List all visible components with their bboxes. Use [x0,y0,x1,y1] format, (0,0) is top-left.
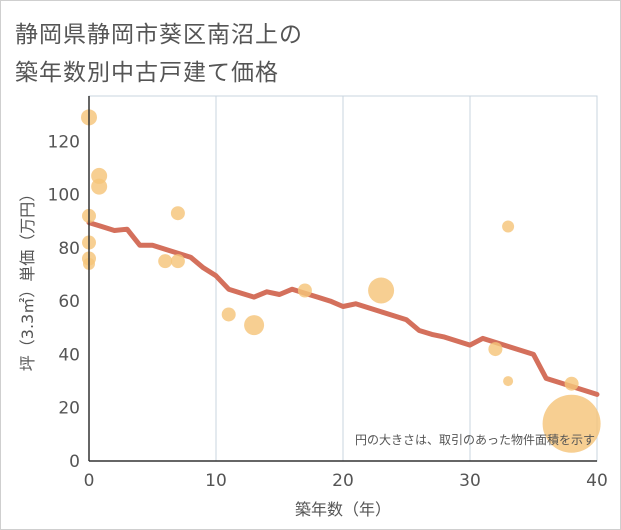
data-point [503,376,514,387]
data-point [297,283,312,298]
data-point [221,307,236,322]
data-point [368,277,395,304]
x-tick-label: 40 [586,471,608,491]
trend-line [86,220,600,397]
grid [88,95,598,462]
x-tick-label: 30 [459,471,481,491]
y-tick-label: 0 [69,452,80,472]
data-point [564,376,579,391]
data-point [91,178,108,195]
y-tick-label: 100 [48,186,80,206]
data-point [488,342,503,357]
data-point [244,315,265,336]
x-tick-label: 10 [205,471,227,491]
tick-labels: 0 10 20 30 40 0 20 40 60 80 100 120 [48,132,608,491]
bubble-layer [81,109,601,453]
y-tick-label: 60 [58,292,80,312]
data-point [542,394,601,453]
data-point [502,220,515,233]
data-point [158,254,173,269]
x-tick-label: 0 [84,471,95,491]
data-point [170,206,185,221]
data-point [170,254,185,269]
y-axis-label: 坪（3.3㎡）単価（万円） [18,186,37,371]
axes [88,96,597,462]
y-tick-label: 80 [58,239,80,259]
y-tick-label: 120 [48,132,80,152]
size-annotation: 円の大きさは、取引のあった物件面積を示す [355,432,595,447]
y-tick-label: 40 [58,345,80,365]
x-tick-label: 20 [332,471,354,491]
trend-layer [86,220,600,397]
chart-title-line2: 築年数別中古戸建て価格 [15,60,279,86]
chart-title-line1: 静岡県静岡市葵区南沼上の [15,22,303,48]
y-tick-label: 20 [58,399,80,419]
x-axis-label: 築年数（年） [295,500,391,519]
